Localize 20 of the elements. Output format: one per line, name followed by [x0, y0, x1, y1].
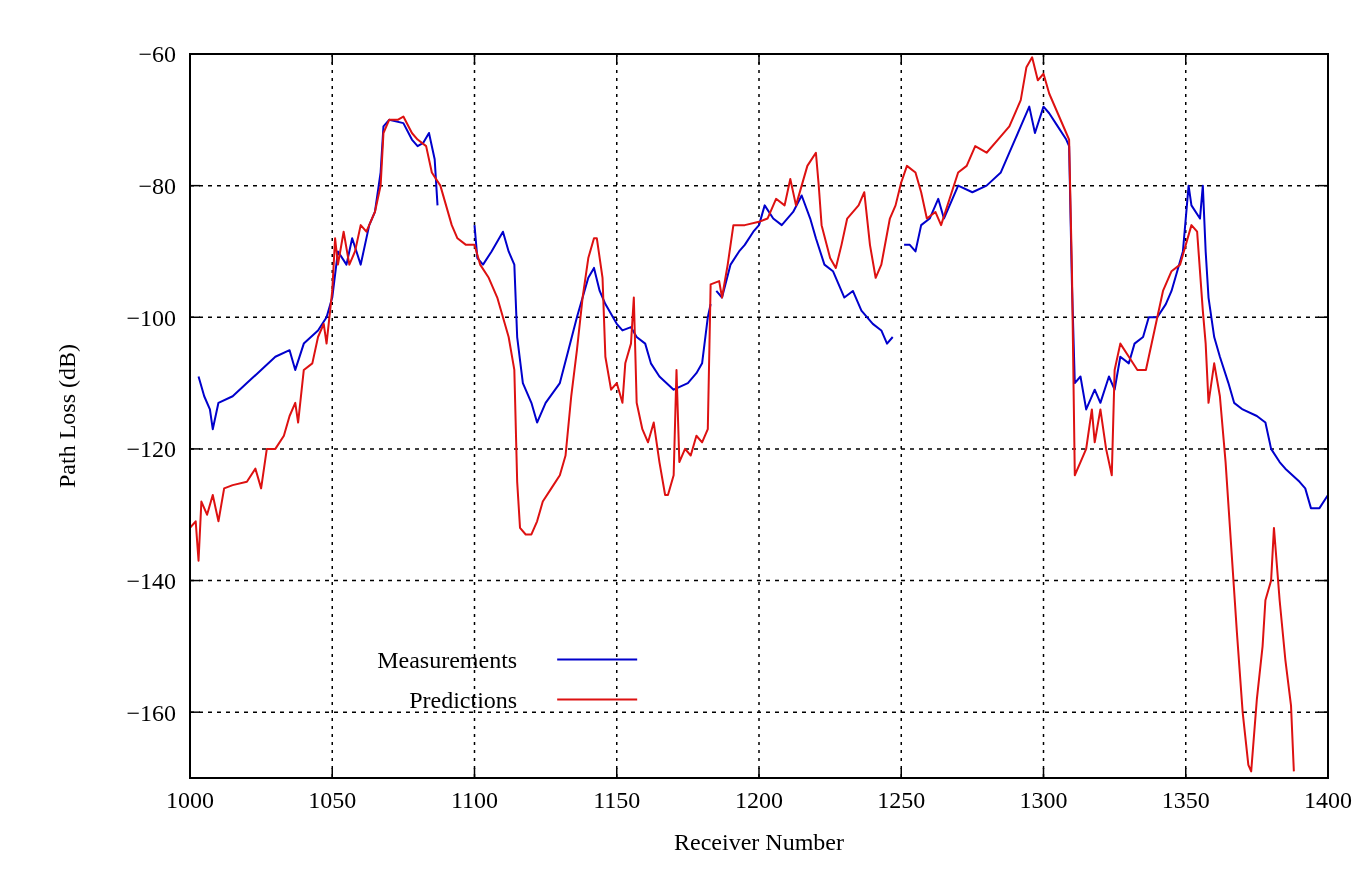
x-tick-label: 1100: [450, 787, 499, 813]
x-tick-label: 1250: [877, 787, 926, 813]
x-tick-label: 1200: [735, 787, 783, 813]
y-tick-label: −160: [126, 699, 176, 726]
y-tick-label: −120: [126, 436, 176, 463]
y-tick-label: −60: [138, 41, 176, 68]
x-tick-label: 1000: [166, 787, 214, 813]
x-tick-label: 1350: [1161, 787, 1210, 813]
y-tick-label: −80: [138, 173, 176, 200]
x-tick-label: 1050: [308, 787, 357, 813]
x-tick-label: 1300: [1019, 787, 1068, 813]
x-axis-title: Receiver Number: [674, 829, 844, 855]
y-axis-title: Path Loss (dB): [54, 344, 80, 488]
y-tick-label: −100: [126, 304, 176, 331]
x-tick-label: 1400: [1304, 787, 1352, 813]
legend-label: Predictions: [409, 686, 518, 713]
legend-label: Measurements: [377, 646, 518, 673]
line-series: [190, 56, 1295, 773]
x-tick-label: 1150: [593, 787, 641, 813]
y-tick-label: −140: [126, 567, 176, 594]
